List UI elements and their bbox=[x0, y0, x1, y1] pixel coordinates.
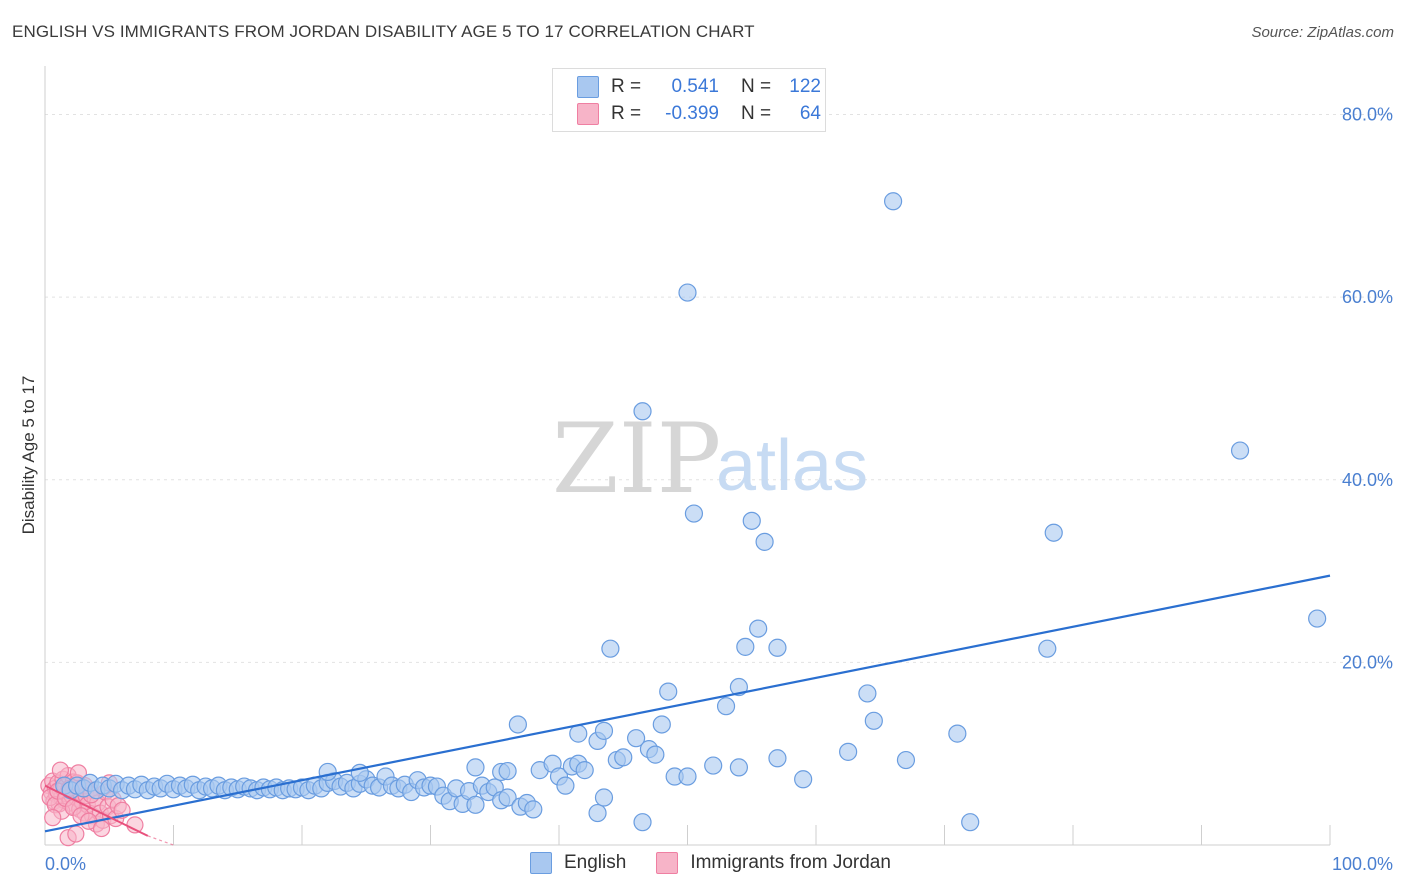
data-point-jordan bbox=[44, 809, 62, 827]
x-tick-labels: 0.0% 100.0% bbox=[45, 854, 1393, 874]
legend-item-english[interactable]: English bbox=[530, 852, 626, 874]
legend-r-label: R = bbox=[611, 76, 642, 97]
data-point-english bbox=[626, 729, 646, 748]
data-point-english bbox=[704, 756, 723, 775]
trend-line-jordan bbox=[44, 784, 149, 837]
legend-item-jordan[interactable]: Immigrants from Jordan bbox=[656, 852, 891, 874]
data-point-english bbox=[569, 724, 588, 743]
data-point-english bbox=[716, 697, 736, 716]
data-point-english bbox=[742, 511, 761, 530]
data-point-english bbox=[652, 715, 671, 734]
x-tick-label-max: 100.0% bbox=[1332, 854, 1393, 874]
y-tick-label: 40.0% bbox=[1342, 470, 1393, 490]
watermark: ZIP atlas bbox=[552, 403, 868, 515]
legend-r-value-jordan: -0.399 bbox=[665, 103, 719, 124]
data-point-jordan bbox=[67, 825, 85, 843]
legend-n-label: N = bbox=[741, 76, 772, 97]
data-point-english bbox=[896, 750, 916, 770]
data-point-english bbox=[466, 795, 485, 814]
x-tick-label-min: 0.0% bbox=[45, 854, 86, 874]
legend-n-label: N = bbox=[741, 103, 772, 124]
data-point-english bbox=[755, 532, 774, 551]
legend-row-english: R = 0.541 N = 122 bbox=[577, 74, 821, 100]
axes bbox=[44, 66, 1331, 846]
data-point-english bbox=[1038, 639, 1057, 658]
y-axis-label: Disability Age 5 to 17 bbox=[19, 376, 38, 535]
legend-label-jordan: Immigrants from Jordan bbox=[690, 852, 891, 873]
gridlines bbox=[45, 114, 1395, 663]
data-point-english bbox=[633, 813, 652, 832]
data-point-english bbox=[736, 637, 755, 656]
data-point-english bbox=[749, 619, 768, 638]
data-point-english bbox=[614, 748, 633, 767]
data-point-english bbox=[659, 682, 678, 701]
data-point-english bbox=[678, 767, 697, 786]
data-point-english bbox=[646, 745, 665, 764]
y-tick-label: 60.0% bbox=[1342, 287, 1393, 307]
data-point-english bbox=[318, 762, 337, 782]
data-point-english bbox=[575, 761, 594, 780]
legend-swatch-english bbox=[577, 76, 599, 98]
data-point-english bbox=[729, 758, 749, 777]
legend-swatch-jordan bbox=[656, 852, 679, 874]
data-point-english bbox=[633, 402, 652, 421]
legend-r-label: R = bbox=[611, 103, 642, 124]
data-point-english bbox=[594, 721, 614, 740]
data-point-english bbox=[839, 742, 858, 761]
data-point-english bbox=[864, 711, 883, 730]
data-point-english bbox=[524, 800, 543, 819]
series-english-points bbox=[55, 192, 1327, 832]
y-tick-label: 20.0% bbox=[1342, 652, 1393, 672]
legend-r-value-english: 0.541 bbox=[671, 76, 719, 97]
trend-lines bbox=[44, 574, 1331, 846]
data-point-english bbox=[768, 638, 787, 657]
source-credit: Source: ZipAtlas.com bbox=[1251, 24, 1394, 41]
data-point-english bbox=[948, 724, 967, 743]
data-point-jordan bbox=[92, 819, 111, 838]
correlation-legend: R = 0.541 N = 122 R = -0.399 N = 64 bbox=[552, 68, 826, 132]
trend-line-english bbox=[44, 574, 1331, 833]
data-point-english bbox=[498, 788, 517, 807]
data-point-english bbox=[883, 192, 903, 211]
legend-n-value-jordan: 64 bbox=[799, 103, 821, 124]
data-point-english bbox=[601, 639, 620, 658]
legend-n-value-english: 122 bbox=[789, 76, 821, 97]
data-point-english bbox=[508, 715, 527, 734]
legend-swatch-jordan bbox=[577, 103, 599, 125]
data-point-english bbox=[1308, 609, 1327, 628]
chart-title: ENGLISH VS IMMIGRANTS FROM JORDAN DISABI… bbox=[12, 22, 755, 41]
data-point-english bbox=[1044, 523, 1063, 542]
y-tick-labels: 20.0% 40.0% 60.0% 80.0% bbox=[1342, 105, 1393, 673]
data-point-english bbox=[498, 761, 517, 781]
trend-line-jordan-extension bbox=[147, 835, 174, 846]
watermark-atlas: atlas bbox=[716, 426, 868, 506]
data-point-english bbox=[556, 776, 575, 795]
data-point-english bbox=[1230, 441, 1250, 460]
data-point-english bbox=[768, 749, 787, 768]
legend-row-jordan: R = -0.399 N = 64 bbox=[577, 101, 821, 127]
data-point-english bbox=[794, 770, 813, 789]
data-point-english bbox=[678, 283, 697, 302]
data-point-english bbox=[594, 788, 614, 807]
data-point-english bbox=[466, 758, 485, 777]
series-legend: English Immigrants from Jordan bbox=[530, 852, 921, 874]
y-tick-label: 80.0% bbox=[1342, 105, 1393, 125]
data-point-english bbox=[588, 803, 607, 823]
watermark-zip: ZIP bbox=[552, 403, 721, 515]
data-point-english bbox=[961, 813, 980, 832]
data-point-jordan bbox=[51, 761, 70, 779]
legend-swatch-english bbox=[530, 852, 552, 874]
data-point-english bbox=[858, 684, 877, 703]
legend-label-english: English bbox=[564, 852, 627, 873]
data-point-english bbox=[684, 504, 704, 523]
